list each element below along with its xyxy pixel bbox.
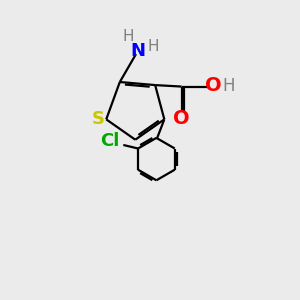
Text: Cl: Cl xyxy=(100,132,119,150)
Text: N: N xyxy=(130,42,145,60)
Text: O: O xyxy=(205,76,221,95)
Text: H: H xyxy=(223,77,235,95)
Text: S: S xyxy=(92,110,104,128)
Text: H: H xyxy=(123,29,134,44)
Text: O: O xyxy=(173,109,190,128)
Text: H: H xyxy=(148,39,159,54)
